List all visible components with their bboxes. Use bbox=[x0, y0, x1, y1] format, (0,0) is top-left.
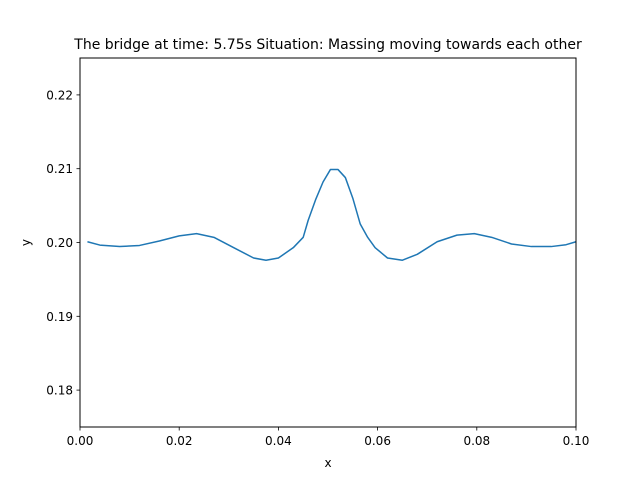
x-tick-label: 0.04 bbox=[265, 434, 292, 448]
y-tick-label: 0.19 bbox=[46, 310, 73, 324]
x-axis-label: x bbox=[324, 456, 331, 470]
y-tick-label: 0.21 bbox=[46, 162, 73, 176]
y-tick-label: 0.18 bbox=[46, 384, 73, 398]
x-tick-label: 0.10 bbox=[563, 434, 590, 448]
y-tick-label: 0.22 bbox=[46, 88, 73, 102]
chart-title: The bridge at time: 5.75s Situation: Mas… bbox=[73, 37, 582, 53]
y-tick-label: 0.20 bbox=[46, 236, 73, 250]
x-tick-label: 0.08 bbox=[463, 434, 490, 448]
series-line-0 bbox=[87, 168, 577, 261]
x-tick-label: 0.06 bbox=[364, 434, 391, 448]
y-axis-label: y bbox=[19, 239, 33, 246]
x-tick-label: 0.02 bbox=[166, 434, 193, 448]
x-tick-label: 0.00 bbox=[67, 434, 94, 448]
